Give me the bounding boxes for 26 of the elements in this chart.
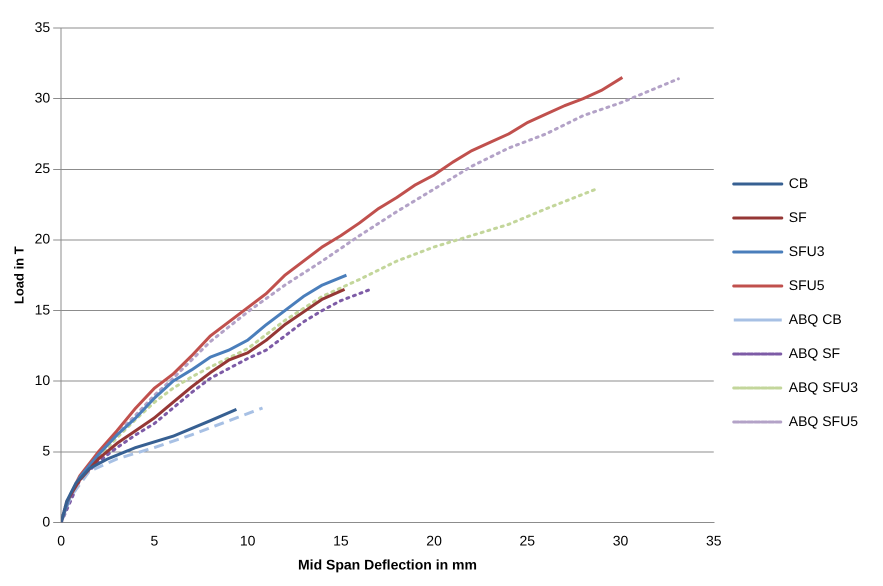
y-tick-label: 0 [42,513,50,530]
legend-label: CB [788,174,808,191]
y-tick-label: 25 [34,160,50,176]
x-tick-label: 20 [426,532,442,549]
y-tick-label: 35 [34,18,50,35]
legend-label: ABQ SFU5 [788,412,858,429]
y-tick-label: 30 [34,89,50,106]
legend-label: SF [788,208,807,225]
legend-label: ABQ CB [788,310,842,327]
x-axis-title: Mid Span Deflection in mm [298,556,477,572]
x-tick-label: 0 [57,532,66,549]
x-tick-label: 30 [612,532,629,549]
legend-label: SFU5 [788,276,825,293]
y-axis-title: Load in T [11,246,26,304]
y-tick-label: 10 [34,372,50,388]
legend-label: SFU3 [788,242,825,259]
x-tick-label: 10 [240,532,256,549]
x-tick-label: 5 [150,532,158,549]
x-tick-label: 35 [706,532,722,549]
y-tick-label: 15 [34,301,50,318]
legend-label: ABQ SF [788,344,840,361]
y-tick-label: 20 [34,230,50,247]
x-tick-label: 25 [520,532,536,549]
legend-label: ABQ SFU3 [788,378,858,395]
x-tick-label: 15 [333,532,349,549]
y-tick-label: 5 [42,442,50,459]
